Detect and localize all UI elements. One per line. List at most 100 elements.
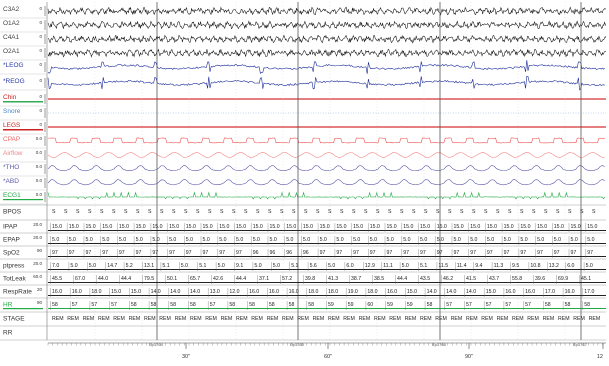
channel-label[interactable]: Snore: [3, 108, 21, 115]
numeric-value: S: [76, 209, 80, 215]
numeric-row-label[interactable]: ptpress: [3, 263, 25, 270]
channel-row[interactable]: [47, 191, 606, 200]
channel-scale: 0: [39, 6, 42, 11]
channel-label[interactable]: O1A2: [3, 20, 20, 27]
numeric-row-label[interactable]: HR: [3, 302, 13, 309]
numeric-value: 58: [151, 302, 157, 308]
numeric-row-label[interactable]: BPOS: [3, 209, 22, 216]
numeric-value: 97: [587, 250, 593, 256]
channel-scale: 0.0: [36, 192, 43, 197]
numeric-value: 14.0: [446, 289, 456, 295]
channel-row[interactable]: [47, 165, 605, 172]
channel-row[interactable]: [47, 6, 606, 16]
numeric-value: S: [100, 209, 104, 215]
channel-row[interactable]: [47, 34, 607, 44]
numeric-value: S: [592, 209, 596, 215]
numeric-value: 59: [407, 302, 413, 308]
numeric-value: REM: [374, 316, 386, 322]
channel-row[interactable]: [47, 137, 605, 144]
numeric-value: 18.0: [91, 289, 101, 295]
numeric-value: S: [208, 209, 212, 215]
numeric-value: 57: [91, 302, 97, 308]
channel-row[interactable]: [47, 75, 605, 91]
numeric-value: 97: [102, 250, 108, 256]
channel-label[interactable]: CPAP: [3, 136, 20, 143]
numeric-row-scale: 90: [37, 248, 43, 253]
numeric-row-label[interactable]: SpO2: [3, 250, 20, 257]
numeric-value: 5.0: [136, 237, 143, 243]
channel-label[interactable]: ECG1: [3, 192, 21, 199]
numeric-value: 55.8: [512, 276, 522, 282]
numeric-row-label[interactable]: EPAP: [3, 237, 20, 244]
numeric-value: 97: [437, 250, 443, 256]
channel-row[interactable]: [47, 179, 605, 186]
numeric-value: 79.5: [144, 276, 154, 282]
numeric-value: S: [580, 209, 584, 215]
channel-label[interactable]: *LEOG: [3, 62, 24, 69]
channel-row[interactable]: [47, 20, 607, 30]
channel-row[interactable]: [47, 152, 605, 159]
numeric-value: 44.4: [397, 276, 407, 282]
numeric-row-label[interactable]: RespRate: [3, 289, 32, 296]
numeric-value: S: [280, 209, 284, 215]
numeric-value: 16.0: [249, 289, 259, 295]
trace-area[interactable]: [47, 6, 607, 200]
numeric-value: S: [172, 209, 176, 215]
numeric-value: 96: [253, 250, 259, 256]
numeric-value: S: [340, 209, 344, 215]
channel-label[interactable]: Chin: [3, 94, 17, 101]
numeric-value: 97: [420, 250, 426, 256]
axis-tick-label: 30": [182, 354, 190, 360]
numeric-value: 5.0: [537, 237, 544, 243]
numeric-value: 97: [554, 250, 560, 256]
numeric-value: 44.4: [121, 276, 131, 282]
numeric-value: 15.0: [236, 224, 246, 230]
numeric-value: 97: [520, 250, 526, 256]
numeric-row-scale: 20.0: [33, 261, 42, 266]
numeric-value: 97: [119, 250, 125, 256]
channel-label[interactable]: Airflow: [3, 150, 23, 157]
numeric-value: S: [268, 209, 272, 215]
epoch-marker-label: Ep1766: [432, 342, 447, 347]
numeric-value: 13.1: [144, 263, 154, 269]
numeric-value: REM: [297, 316, 309, 322]
numeric-value: 14.0: [170, 289, 180, 295]
channel-row[interactable]: [47, 48, 607, 58]
numeric-row-label[interactable]: STAGE: [3, 316, 25, 323]
channel-label[interactable]: O2A1: [3, 48, 20, 55]
numeric-value: 15.0: [487, 224, 497, 230]
numeric-value: REM: [221, 316, 233, 322]
numeric-value: 18.0: [367, 289, 377, 295]
numeric-value: REM: [527, 316, 539, 322]
numeric-value: 14.7: [107, 263, 117, 269]
numeric-value: 15.0: [86, 224, 96, 230]
numeric-value: 15.0: [111, 289, 121, 295]
numeric-value: 97: [86, 250, 92, 256]
numeric-value: 5.0: [218, 263, 225, 269]
numeric-value: 18.0: [328, 289, 338, 295]
numeric-value: 57: [505, 302, 511, 308]
numeric-row-label[interactable]: IPAP: [3, 224, 17, 231]
label-bar: [3, 129, 43, 131]
channel-label[interactable]: *ABD: [3, 178, 19, 185]
channel-row[interactable]: [47, 60, 605, 75]
numeric-value: 15.0: [370, 224, 380, 230]
numeric-value: S: [124, 209, 128, 215]
numeric-row-label[interactable]: RR: [3, 330, 13, 337]
channel-label[interactable]: *REOG: [3, 78, 25, 85]
signal-trace: [47, 34, 607, 44]
numeric-value: 97: [370, 250, 376, 256]
numeric-value: 5.0: [454, 237, 461, 243]
numeric-value: 44.0: [98, 276, 108, 282]
numeric-value: REM: [159, 316, 171, 322]
numeric-row-label[interactable]: TotLeak: [3, 276, 27, 283]
numeric-value: 15.0: [136, 224, 146, 230]
channel-label[interactable]: LEGS: [3, 122, 21, 129]
channel-scale: 0: [39, 48, 42, 53]
channel-label[interactable]: C3A2: [3, 6, 20, 13]
channel-label[interactable]: *THO: [3, 164, 19, 171]
channel-label[interactable]: C4A1: [3, 34, 20, 41]
numeric-value: 15.0: [420, 224, 430, 230]
numeric-value: REM: [267, 316, 279, 322]
